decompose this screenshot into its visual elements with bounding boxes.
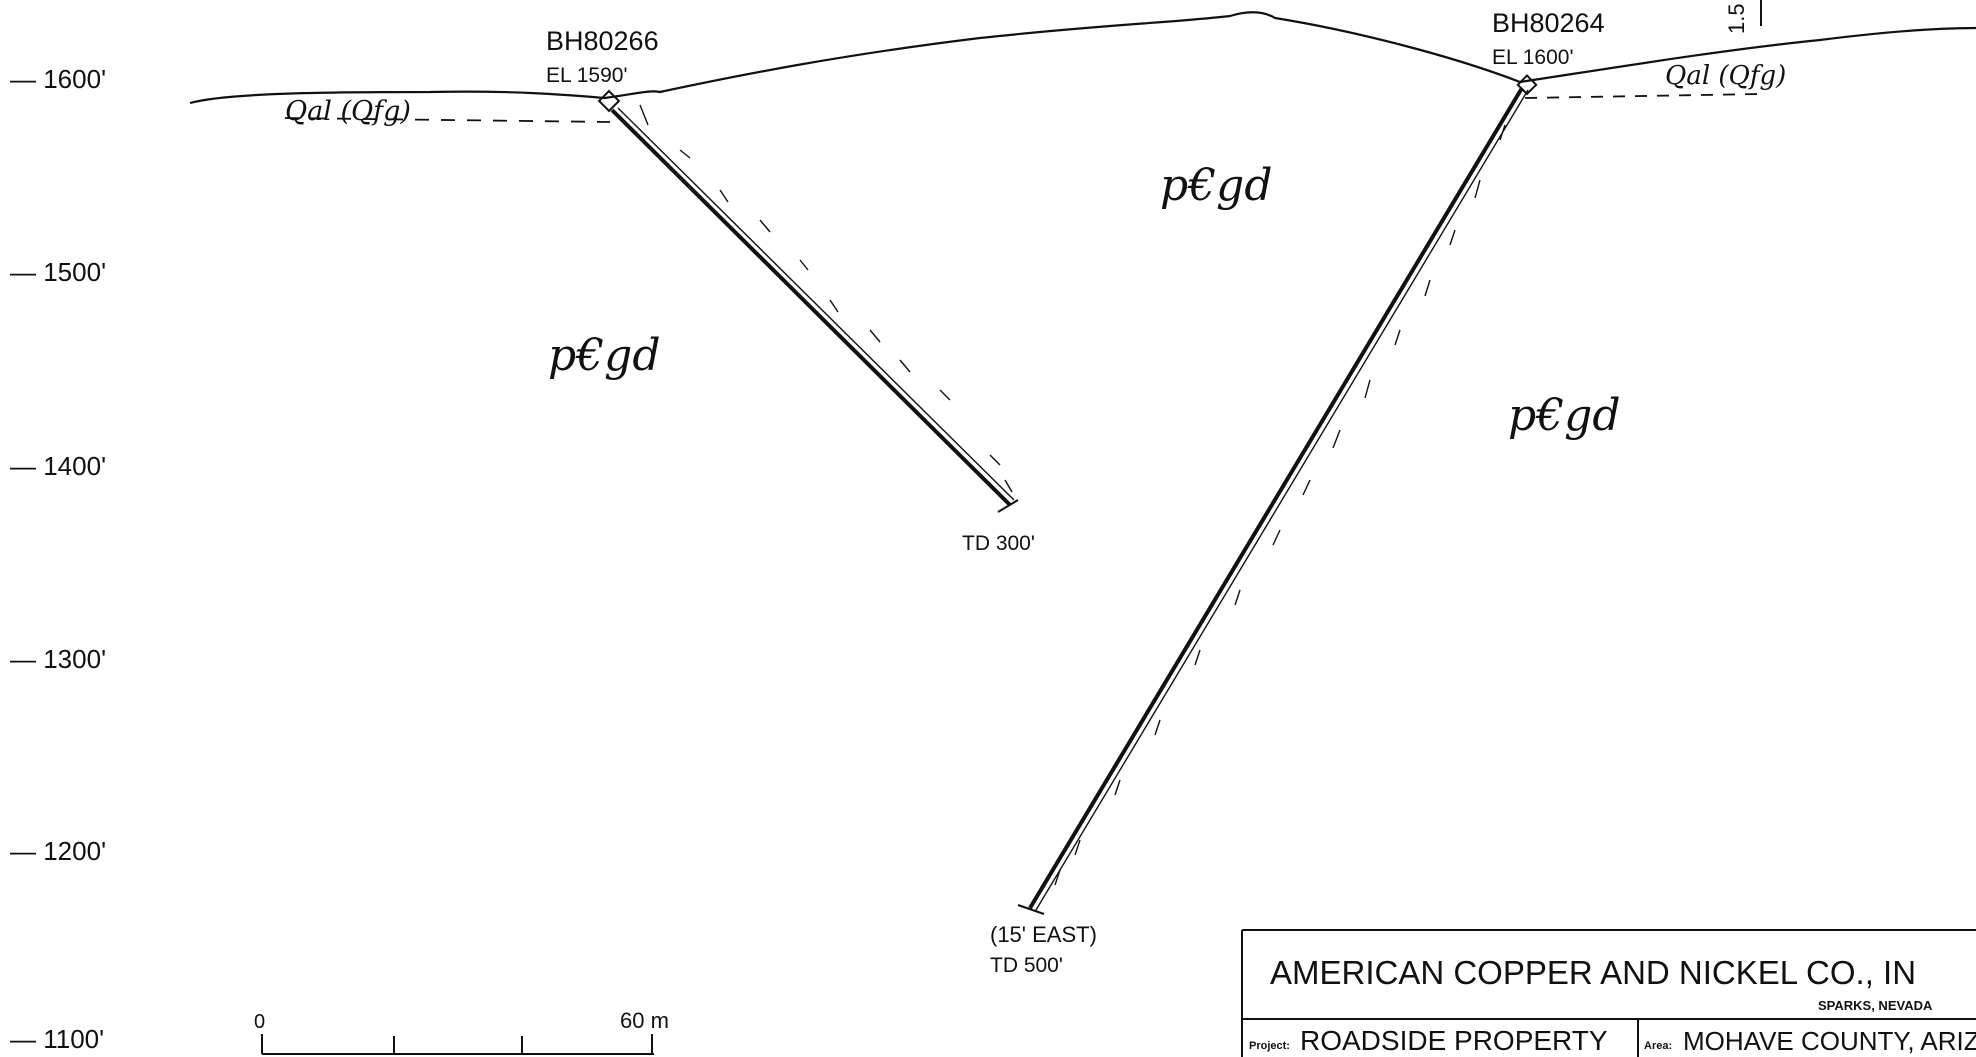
alluvium-base-right xyxy=(1524,93,1761,99)
borehole-bh80264: BH80264 EL 1600' (15' EAST) TD 500' xyxy=(990,8,1605,977)
corner-mark-text: 1.5 xyxy=(1724,3,1749,34)
title-block: AMERICAN COPPER AND NICKEL CO., IN SPARK… xyxy=(1241,929,1976,1057)
unit-label-alluvium-right: Qal (Qfg) xyxy=(1665,61,1786,91)
unit-label-bedrock-left: p€gd xyxy=(548,330,661,381)
elevation-label-1400: — 1400' xyxy=(10,451,106,481)
fracture-marks xyxy=(1054,124,1506,886)
unit-label-bedrock-right: p€gd xyxy=(1508,390,1621,441)
borehole-trace-edge xyxy=(1035,89,1529,911)
project-label: Project: xyxy=(1249,1040,1290,1052)
elevation-label-1100: — 1100' xyxy=(10,1024,104,1054)
fracture-marks xyxy=(639,104,1013,493)
elevation-label-1500: — 1500' xyxy=(10,257,106,287)
borehole-trace xyxy=(1028,86,1524,910)
area-name: MOHAVE COUNTY, ARIZO xyxy=(1683,1026,1976,1056)
scale-bar-end-label: 60 m xyxy=(620,1008,669,1033)
borehole-end-tick xyxy=(997,499,1019,513)
alluvium-base-left xyxy=(284,117,611,123)
company-location: SPARKS, NEVADA xyxy=(1818,998,1933,1013)
ground-surface-line xyxy=(189,11,1976,105)
collar-marker xyxy=(597,89,621,113)
borehole-elevation: EL 1590' xyxy=(546,64,627,87)
borehole-name: BH80264 xyxy=(1492,8,1605,38)
unit-label-alluvium-left: Qal (Qfg) xyxy=(285,96,411,127)
borehole-bh80266: BH80266 EL 1590' TD 300' xyxy=(546,26,1035,555)
unit-label-bedrock-top: p€gd xyxy=(1160,160,1273,211)
scale-bar: 0 60 m xyxy=(254,1008,669,1055)
elevation-label-1300: — 1300' xyxy=(10,644,106,674)
company-name: AMERICAN COPPER AND NICKEL CO., IN xyxy=(1270,954,1916,991)
borehole-elevation: EL 1600' xyxy=(1492,46,1573,69)
borehole-trace-edge xyxy=(617,107,1015,501)
borehole-name: BH80266 xyxy=(546,26,659,56)
area-label: Area: xyxy=(1644,1040,1672,1052)
borehole-end-tick xyxy=(1017,904,1045,915)
borehole-note: (15' EAST) xyxy=(990,922,1097,947)
borehole-total-depth: TD 500' xyxy=(990,954,1063,977)
elevation-label-1600: — 1600' xyxy=(10,64,106,94)
elevation-scale: — 1600' — 1500' — 1400' — 1300' — 1200' … xyxy=(10,64,106,1054)
elevation-label-1200: — 1200' xyxy=(10,836,106,866)
borehole-trace xyxy=(610,108,1012,507)
corner-mark: 1.5 xyxy=(1724,0,1762,34)
project-name: ROADSIDE PROPERTY xyxy=(1300,1025,1608,1056)
scale-bar-start-label: 0 xyxy=(254,1011,265,1033)
borehole-total-depth: TD 300' xyxy=(962,532,1035,555)
